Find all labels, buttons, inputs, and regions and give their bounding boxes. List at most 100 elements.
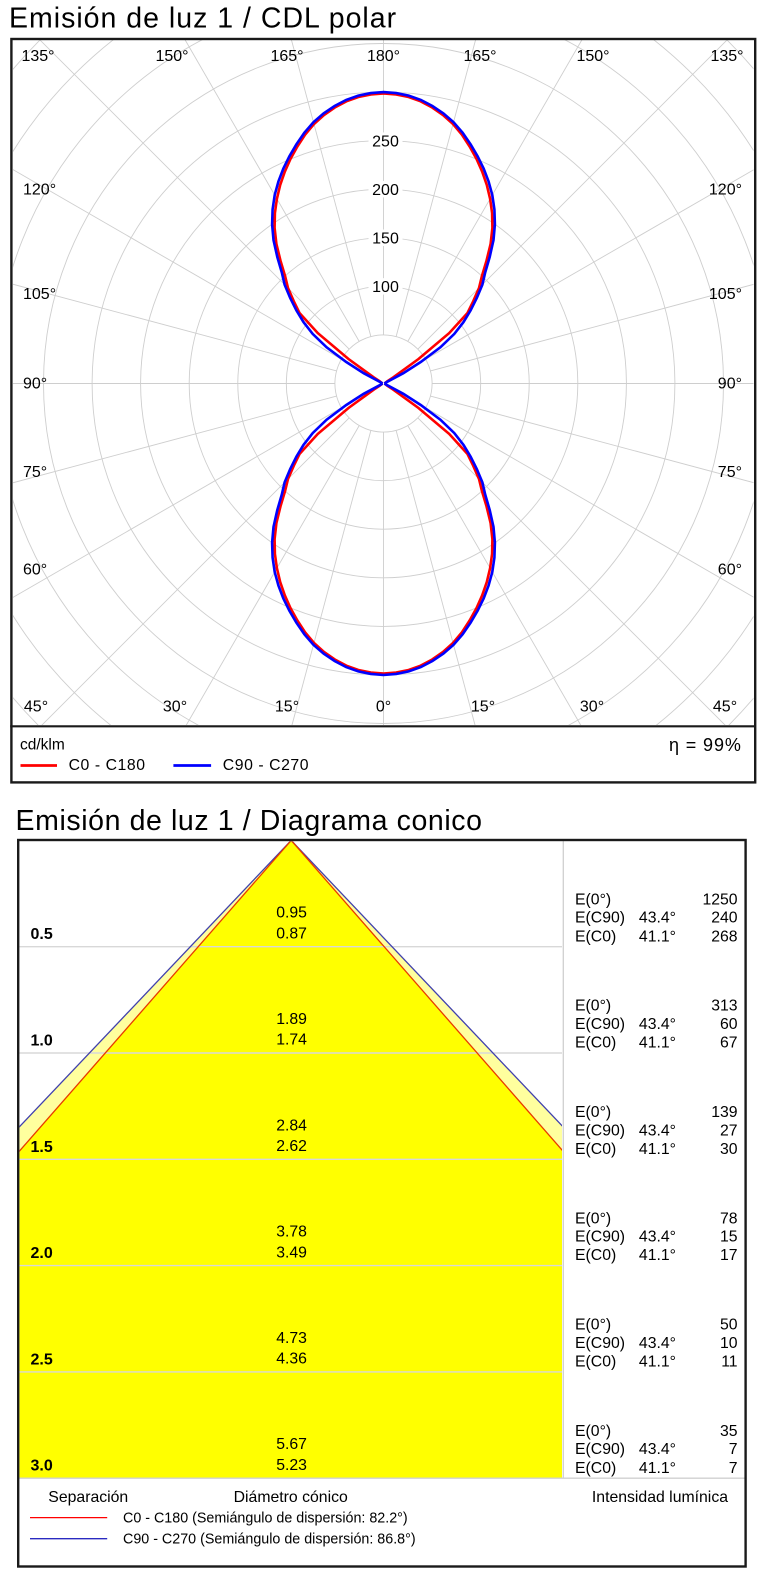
svg-text:67: 67	[720, 1035, 738, 1052]
svg-text:313: 313	[711, 998, 738, 1015]
svg-text:E(0°): E(0°)	[575, 1423, 611, 1440]
svg-text:E(C90): E(C90)	[575, 1016, 625, 1033]
svg-text:75°: 75°	[718, 464, 742, 481]
svg-text:10: 10	[720, 1335, 738, 1352]
svg-text:E(0°): E(0°)	[575, 1104, 611, 1121]
svg-text:C0 - C180: C0 - C180	[69, 757, 146, 774]
svg-text:E(C90): E(C90)	[575, 1335, 625, 1352]
svg-text:C90 - C270: C90 - C270	[223, 757, 309, 774]
svg-text:Emisión de luz 1 / CDL polar: Emisión de luz 1 / CDL polar	[9, 2, 397, 34]
svg-text:150°: 150°	[155, 48, 188, 65]
svg-text:165°: 165°	[270, 48, 303, 65]
svg-text:E(C0): E(C0)	[575, 1035, 616, 1052]
svg-text:100: 100	[372, 279, 399, 296]
svg-text:E(0°): E(0°)	[575, 998, 611, 1015]
svg-text:41.1°: 41.1°	[639, 928, 676, 945]
svg-text:41.1°: 41.1°	[639, 1035, 676, 1052]
svg-text:30°: 30°	[580, 699, 604, 716]
svg-text:41.1°: 41.1°	[639, 1247, 676, 1264]
svg-text:43.4°: 43.4°	[639, 910, 676, 927]
svg-text:η = 99%: η = 99%	[669, 735, 742, 755]
svg-text:45°: 45°	[24, 699, 48, 716]
svg-text:2.0: 2.0	[31, 1245, 53, 1262]
svg-text:E(C90): E(C90)	[575, 1229, 625, 1246]
svg-text:78: 78	[720, 1210, 738, 1227]
svg-text:15°: 15°	[471, 699, 495, 716]
svg-text:Diámetro cónico: Diámetro cónico	[234, 1489, 348, 1506]
svg-text:7: 7	[729, 1460, 738, 1477]
svg-text:5.67: 5.67	[276, 1436, 307, 1453]
svg-text:1.74: 1.74	[276, 1032, 307, 1049]
svg-text:C0 - C180 (Semiángulo de dispe: C0 - C180 (Semiángulo de dispersión: 82.…	[123, 1510, 408, 1526]
svg-text:2.84: 2.84	[276, 1117, 307, 1134]
svg-text:60°: 60°	[23, 562, 47, 579]
svg-text:150°: 150°	[576, 48, 609, 65]
svg-text:5.23: 5.23	[276, 1457, 307, 1474]
svg-text:41.1°: 41.1°	[639, 1354, 676, 1371]
svg-text:E(0°): E(0°)	[575, 1210, 611, 1227]
svg-text:cd/klm: cd/klm	[20, 737, 65, 754]
svg-text:E(0°): E(0°)	[575, 891, 611, 908]
svg-text:105°: 105°	[23, 286, 56, 303]
svg-text:120°: 120°	[23, 182, 56, 199]
svg-text:45°: 45°	[713, 699, 737, 716]
svg-text:0°: 0°	[376, 699, 391, 716]
svg-text:43.4°: 43.4°	[639, 1335, 676, 1352]
svg-text:3.49: 3.49	[276, 1244, 307, 1261]
svg-text:0.5: 0.5	[31, 926, 53, 943]
svg-text:E(C0): E(C0)	[575, 1460, 616, 1477]
svg-text:2.5: 2.5	[31, 1351, 53, 1368]
svg-text:E(0°): E(0°)	[575, 1317, 611, 1334]
svg-text:268: 268	[711, 928, 738, 945]
svg-text:17: 17	[720, 1247, 738, 1264]
svg-text:180°: 180°	[367, 48, 400, 65]
svg-text:3.78: 3.78	[276, 1224, 307, 1241]
svg-text:90°: 90°	[718, 376, 742, 393]
svg-text:E(C90): E(C90)	[575, 910, 625, 927]
svg-text:165°: 165°	[463, 48, 496, 65]
svg-text:4.36: 4.36	[276, 1351, 307, 1368]
svg-text:0.87: 0.87	[276, 925, 307, 942]
svg-text:50: 50	[720, 1317, 738, 1334]
svg-text:43.4°: 43.4°	[639, 1016, 676, 1033]
svg-text:30°: 30°	[163, 699, 187, 716]
svg-text:1250: 1250	[702, 891, 737, 908]
svg-text:105°: 105°	[709, 286, 742, 303]
svg-text:41.1°: 41.1°	[639, 1460, 676, 1477]
svg-text:3.0: 3.0	[31, 1458, 53, 1475]
svg-text:139: 139	[711, 1104, 738, 1121]
svg-text:60°: 60°	[718, 562, 742, 579]
svg-text:7: 7	[729, 1441, 738, 1458]
svg-text:0.95: 0.95	[276, 905, 307, 922]
svg-text:35: 35	[720, 1423, 738, 1440]
svg-text:60: 60	[720, 1016, 738, 1033]
svg-text:90°: 90°	[23, 376, 47, 393]
svg-text:120°: 120°	[709, 182, 742, 199]
svg-text:Emisión de luz 1 / Diagrama co: Emisión de luz 1 / Diagrama conico	[16, 805, 483, 837]
svg-text:27: 27	[720, 1122, 738, 1139]
svg-text:4.73: 4.73	[276, 1330, 307, 1347]
svg-text:75°: 75°	[23, 464, 47, 481]
svg-text:1.5: 1.5	[31, 1139, 53, 1156]
svg-text:240: 240	[711, 910, 738, 927]
svg-text:135°: 135°	[21, 48, 54, 65]
svg-text:200: 200	[372, 182, 399, 199]
svg-text:Separación: Separación	[48, 1489, 128, 1506]
svg-text:Intensidad lumínica: Intensidad lumínica	[592, 1489, 728, 1506]
svg-text:E(C90): E(C90)	[575, 1122, 625, 1139]
svg-text:150: 150	[372, 231, 399, 248]
svg-text:30: 30	[720, 1141, 738, 1158]
svg-text:15: 15	[720, 1229, 738, 1246]
svg-text:E(C0): E(C0)	[575, 1247, 616, 1264]
svg-text:1.89: 1.89	[276, 1011, 307, 1028]
svg-text:41.1°: 41.1°	[639, 1141, 676, 1158]
svg-text:E(C90): E(C90)	[575, 1441, 625, 1458]
svg-text:250: 250	[372, 133, 399, 150]
svg-text:135°: 135°	[710, 48, 743, 65]
svg-text:43.4°: 43.4°	[639, 1122, 676, 1139]
svg-text:11: 11	[721, 1354, 738, 1371]
svg-text:E(C0): E(C0)	[575, 1141, 616, 1158]
svg-text:E(C0): E(C0)	[575, 928, 616, 945]
svg-text:43.4°: 43.4°	[639, 1229, 676, 1246]
svg-text:E(C0): E(C0)	[575, 1354, 616, 1371]
